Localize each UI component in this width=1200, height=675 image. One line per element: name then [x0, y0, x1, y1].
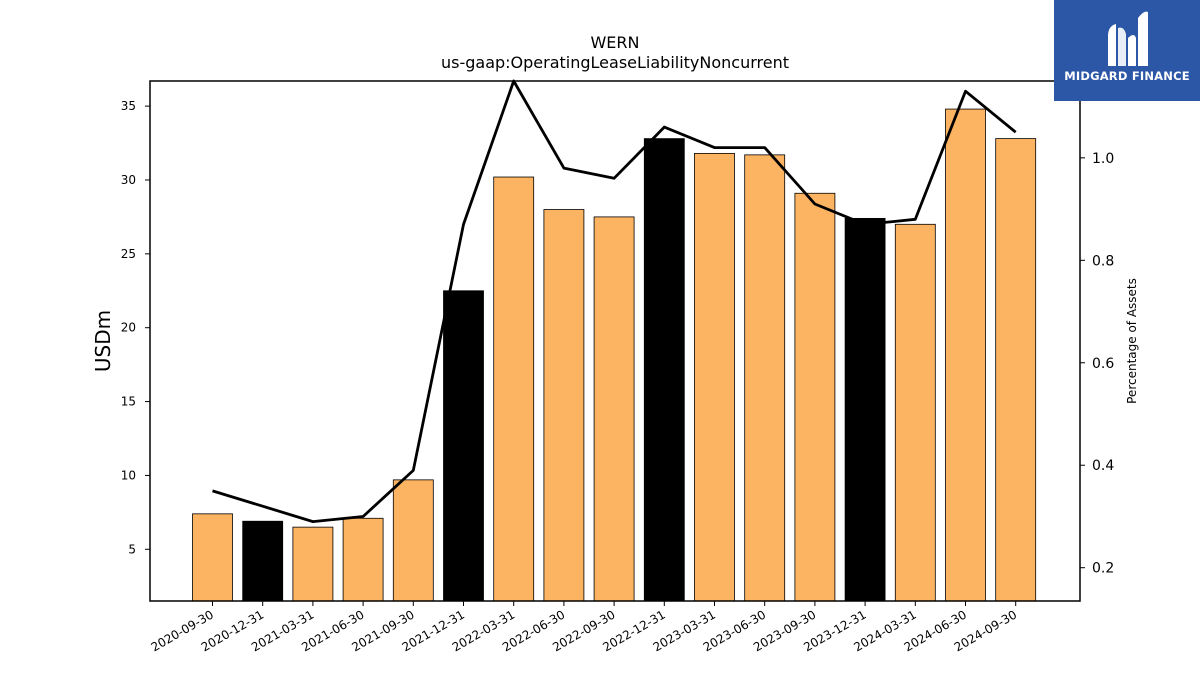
- bar-2021-03-31: [292, 526, 334, 602]
- bar-2020-12-31: [242, 520, 284, 602]
- bar-2022-09-30: [593, 216, 635, 602]
- bar-2022-03-31: [493, 176, 535, 602]
- y2-tick-label: 0.8: [1092, 253, 1114, 269]
- x-axis: 2020-09-302020-12-312021-03-312021-06-30…: [149, 601, 1019, 654]
- y2-tick-label: 1.0: [1092, 151, 1114, 167]
- bar-2021-12-31: [443, 290, 484, 602]
- bar-2024-03-31: [894, 223, 936, 602]
- brand-logo: MIDGARD FINANCE: [1054, 0, 1200, 101]
- chart-subtitle: us-gaap:OperatingLeaseLiabilityNoncurren…: [441, 53, 789, 72]
- bar-2022-12-31: [643, 138, 685, 602]
- y-tick-label: 35: [121, 99, 136, 113]
- bar-2024-09-30: [995, 138, 1037, 602]
- bar-2020-09-30: [192, 513, 233, 602]
- bar-2022-06-30: [543, 209, 585, 602]
- bar-2023-03-31: [694, 152, 735, 602]
- bars-group: [192, 108, 1037, 602]
- bar-2023-06-30: [744, 154, 786, 602]
- y2-tick-label: 0.4: [1092, 458, 1114, 474]
- bar-2021-06-30: [342, 517, 384, 602]
- plot-frame: [149, 80, 1081, 602]
- bar-2023-12-31: [844, 217, 886, 602]
- bar-2021-09-30: [392, 479, 434, 602]
- y-axis-label: USDm: [91, 310, 115, 372]
- y-tick-label: 15: [121, 395, 136, 409]
- y2-tick-label: 0.6: [1092, 356, 1114, 372]
- y2-axis-label: Percentage of Assets: [1125, 278, 1139, 404]
- y-tick-label: 30: [121, 173, 136, 187]
- y-tick-label: 25: [121, 247, 136, 261]
- logo-mark-icon: [1108, 11, 1148, 67]
- y-tick-label: 5: [128, 542, 136, 556]
- brand-text: MIDGARD FINANCE: [1064, 69, 1190, 83]
- chart-title: WERN: [590, 33, 639, 52]
- y2-tick-label: 0.2: [1092, 561, 1114, 577]
- y-axis-left: 5 10 15 20 25 30 35: [121, 99, 150, 556]
- y-axis-right: 0.2 0.4 0.6 0.8 1.0: [1080, 151, 1114, 577]
- bar-2023-09-30: [794, 192, 836, 602]
- bar-2024-06-30: [945, 108, 986, 602]
- y-tick-label: 20: [121, 321, 136, 335]
- percentage-of-assets-line: [212, 79, 1017, 523]
- y-tick-label: 10: [121, 468, 136, 482]
- line-group: [212, 79, 1017, 523]
